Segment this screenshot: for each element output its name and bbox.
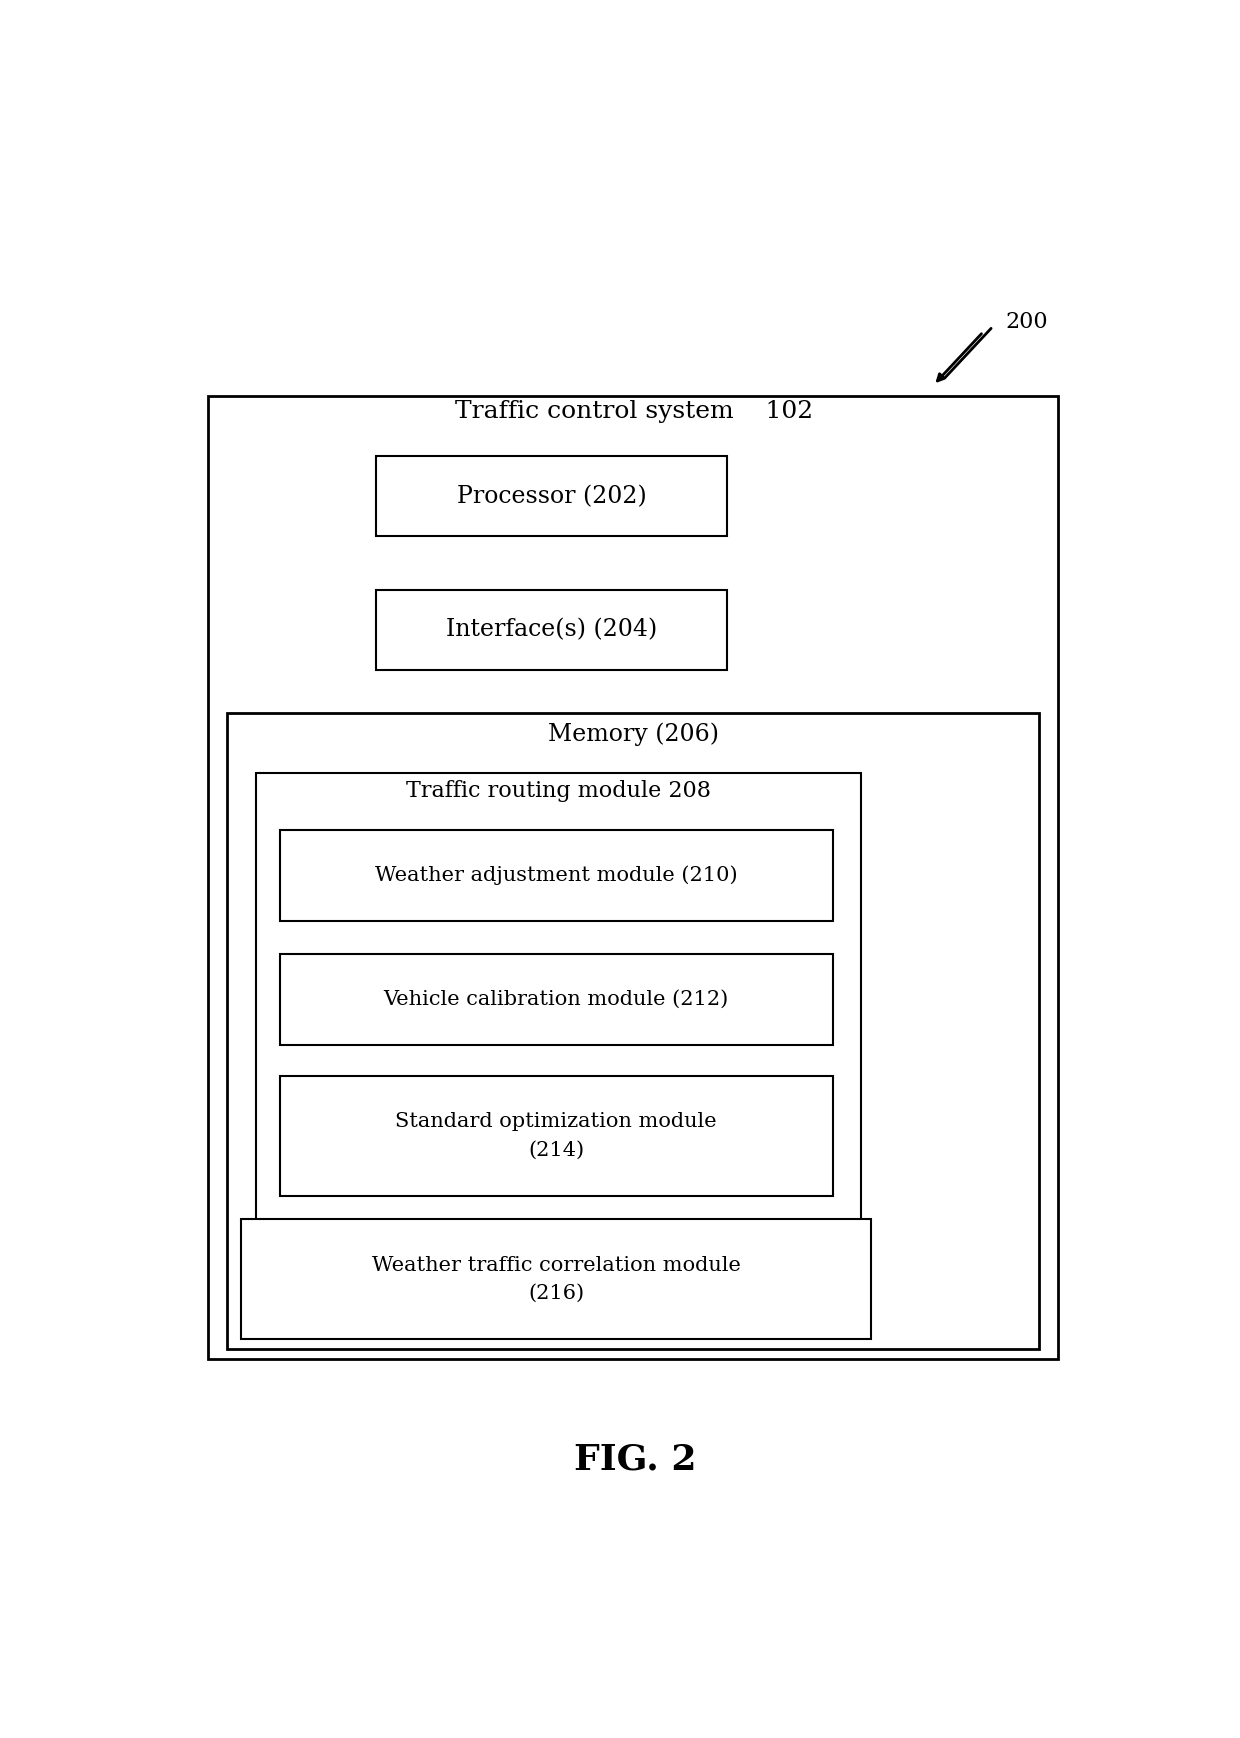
Text: FIG. 2: FIG. 2 xyxy=(574,1443,697,1477)
Bar xyxy=(227,713,1039,1349)
Text: Processor (202): Processor (202) xyxy=(456,485,646,507)
Text: Standard optimization module
(214): Standard optimization module (214) xyxy=(396,1112,717,1159)
Bar xyxy=(280,829,832,921)
Text: 200: 200 xyxy=(1006,311,1048,334)
Text: Interface(s) (204): Interface(s) (204) xyxy=(446,619,657,641)
Text: Traffic control system    102: Traffic control system 102 xyxy=(455,400,812,424)
Text: Memory (206): Memory (206) xyxy=(548,723,719,746)
Text: Weather traffic correlation module
(216): Weather traffic correlation module (216) xyxy=(372,1255,740,1304)
Text: Vehicle calibration module (212): Vehicle calibration module (212) xyxy=(383,991,729,1010)
Bar xyxy=(376,589,727,671)
Bar xyxy=(208,396,1058,1359)
Text: Weather adjustment module (210): Weather adjustment module (210) xyxy=(374,866,738,885)
Bar xyxy=(280,954,832,1045)
Bar xyxy=(376,455,727,537)
Text: Traffic routing module 208: Traffic routing module 208 xyxy=(407,780,711,801)
Bar xyxy=(242,1218,870,1340)
Bar xyxy=(255,773,862,1335)
Bar xyxy=(280,1076,832,1196)
